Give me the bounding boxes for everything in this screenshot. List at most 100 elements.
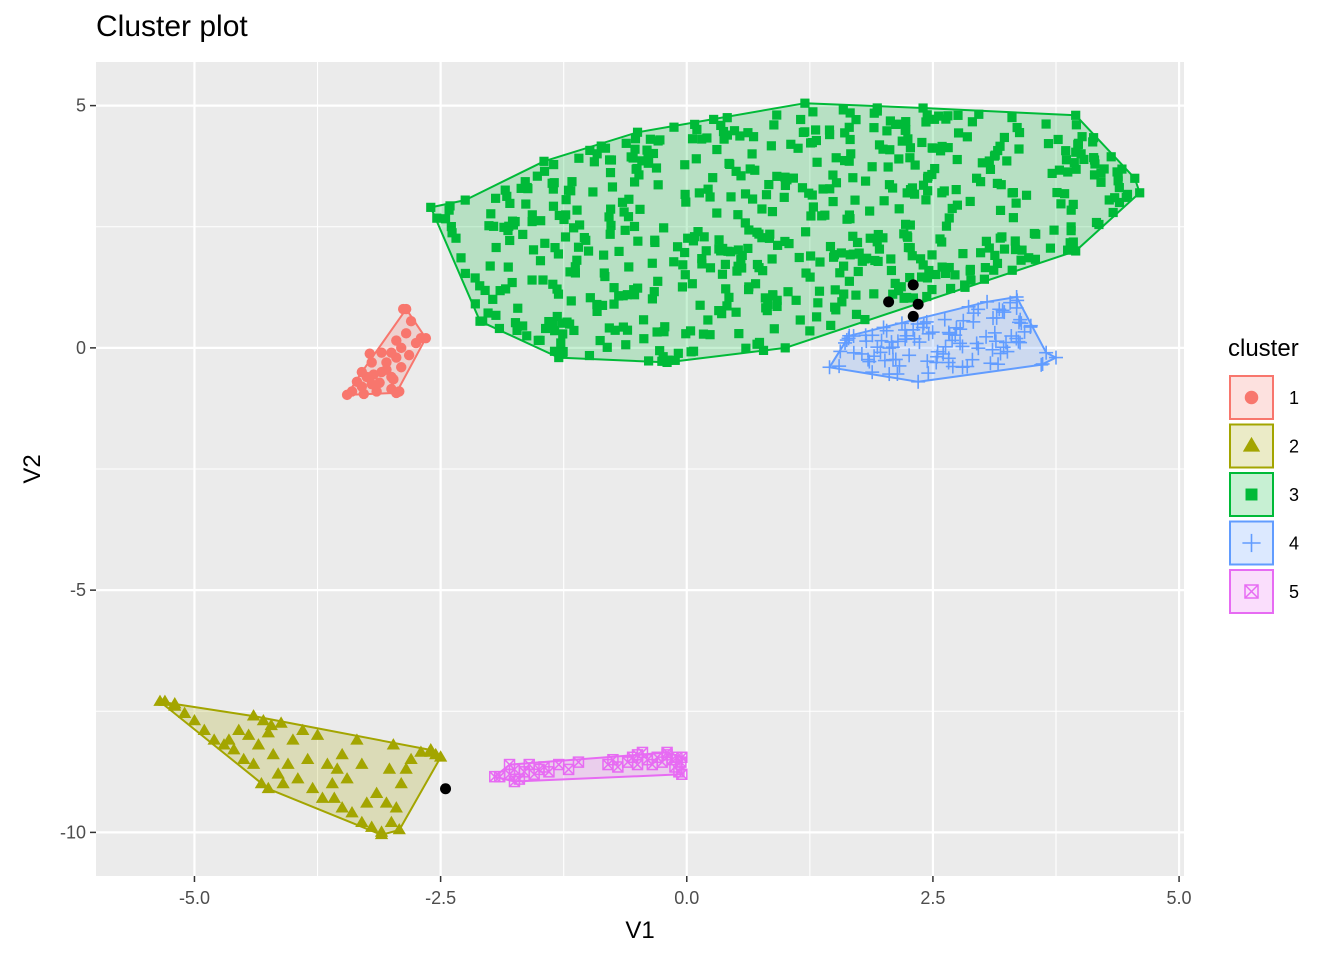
cluster-4-point — [1034, 357, 1049, 372]
cluster-1-point — [368, 369, 379, 380]
cluster-3-point — [981, 236, 991, 246]
cluster-4-point — [890, 334, 905, 349]
cluster-2-point — [271, 767, 285, 779]
cluster-3-point — [456, 253, 466, 263]
cluster-1-point — [391, 387, 402, 399]
cluster-4-point — [870, 340, 885, 355]
cluster-3-point — [808, 202, 818, 212]
cluster-3-point — [573, 242, 584, 252]
cluster-2-point — [241, 728, 256, 740]
cluster-3-point — [903, 134, 913, 144]
cluster-3-point — [815, 257, 825, 267]
cluster-3-point — [805, 326, 815, 336]
cluster-3-point — [958, 249, 968, 259]
cluster-3-point — [683, 233, 693, 243]
cluster-3-point — [894, 154, 904, 164]
cluster-3-point — [918, 180, 929, 190]
cluster-4-point — [822, 360, 837, 375]
cluster-3-point — [808, 107, 818, 117]
cluster-3-point — [1017, 245, 1027, 255]
cluster-3-point — [828, 252, 839, 262]
cluster-2-point — [414, 745, 428, 757]
cluster-4-point — [983, 356, 998, 371]
cluster-3-point — [836, 248, 846, 258]
cluster-3-point — [556, 338, 566, 348]
cluster-3-point — [574, 153, 584, 163]
cluster-3-point — [609, 283, 619, 293]
cluster-3-point — [705, 330, 715, 340]
cluster-4-point — [1017, 324, 1032, 339]
legend-symbol-5 — [1244, 584, 1259, 599]
cluster-3-point — [460, 195, 470, 205]
cluster-2-point — [251, 738, 266, 750]
cluster-3-point — [733, 245, 743, 255]
cluster-3-point — [722, 301, 732, 311]
cluster-3-point — [460, 268, 470, 279]
cluster-5-point — [562, 763, 575, 776]
cluster-3-point — [976, 177, 986, 187]
cluster-3-point — [552, 284, 562, 294]
cluster-3-point — [600, 143, 611, 153]
cluster-3-point — [735, 131, 745, 141]
cluster-3-point — [697, 259, 707, 269]
cluster-5-point — [676, 751, 688, 764]
cluster-4-point — [991, 357, 1006, 372]
cluster-3-point — [995, 141, 1005, 151]
cluster-3-point — [606, 204, 616, 214]
cluster-3-point — [483, 308, 493, 318]
cluster-3-point — [680, 160, 690, 170]
cluster-3-point — [732, 266, 742, 276]
cluster-3-point — [801, 227, 811, 237]
cluster-3-point — [548, 201, 559, 211]
cluster-3-point — [867, 162, 877, 172]
cluster-3-point — [620, 225, 630, 235]
cluster-3-point — [1063, 245, 1073, 255]
cluster-2-point — [310, 728, 325, 740]
cluster-3-point — [1110, 193, 1120, 203]
cluster-3-point — [527, 210, 537, 220]
cluster-3-point — [1088, 137, 1098, 147]
cluster-3-point — [953, 110, 963, 120]
cluster-3-point — [825, 241, 836, 252]
cluster-3-point — [984, 156, 994, 166]
cluster-4-point — [942, 327, 957, 342]
cluster-3-point — [447, 228, 457, 238]
cluster-3-point — [729, 126, 740, 136]
cluster-5-point — [489, 770, 501, 783]
cluster-3-point — [828, 196, 838, 207]
cluster-3-point — [817, 211, 827, 221]
legend-label: 5 — [1289, 582, 1299, 602]
cluster-3-point — [907, 251, 917, 261]
cluster-3-point — [844, 276, 854, 286]
cluster-3-point — [1071, 120, 1081, 130]
cluster-3-point — [440, 214, 451, 224]
legend-symbol-2 — [1242, 436, 1261, 452]
cluster-5-point — [508, 775, 521, 788]
cluster-4-point — [1039, 345, 1054, 360]
cluster-3-point — [681, 197, 691, 207]
cluster-3-point — [851, 309, 862, 319]
cluster-3-point — [927, 250, 937, 260]
legend: cluster 1 2 3 4 5 — [1228, 335, 1299, 614]
cluster-3-point — [941, 221, 952, 231]
cluster-3-point — [621, 138, 631, 148]
legend-item-2: 2 — [1229, 423, 1299, 469]
cluster-3-point — [633, 283, 643, 293]
cluster-3-point — [539, 166, 550, 176]
cluster-3-point — [797, 183, 808, 193]
cluster-3-point — [960, 282, 970, 292]
cluster-3-point — [470, 273, 480, 283]
cluster-3-point — [629, 221, 640, 232]
cluster-3-point — [1066, 205, 1076, 215]
cluster-2-point — [232, 723, 246, 735]
cluster-3-point — [962, 132, 972, 142]
cluster-3-point — [780, 180, 791, 191]
cluster-3-point — [567, 177, 577, 187]
cluster-3-point — [637, 156, 647, 166]
cluster-3-point — [605, 168, 616, 178]
cluster-3-point — [659, 327, 669, 337]
cluster-3-point — [908, 293, 919, 303]
cluster-3-point — [848, 231, 858, 241]
cluster-3-point — [897, 136, 907, 146]
